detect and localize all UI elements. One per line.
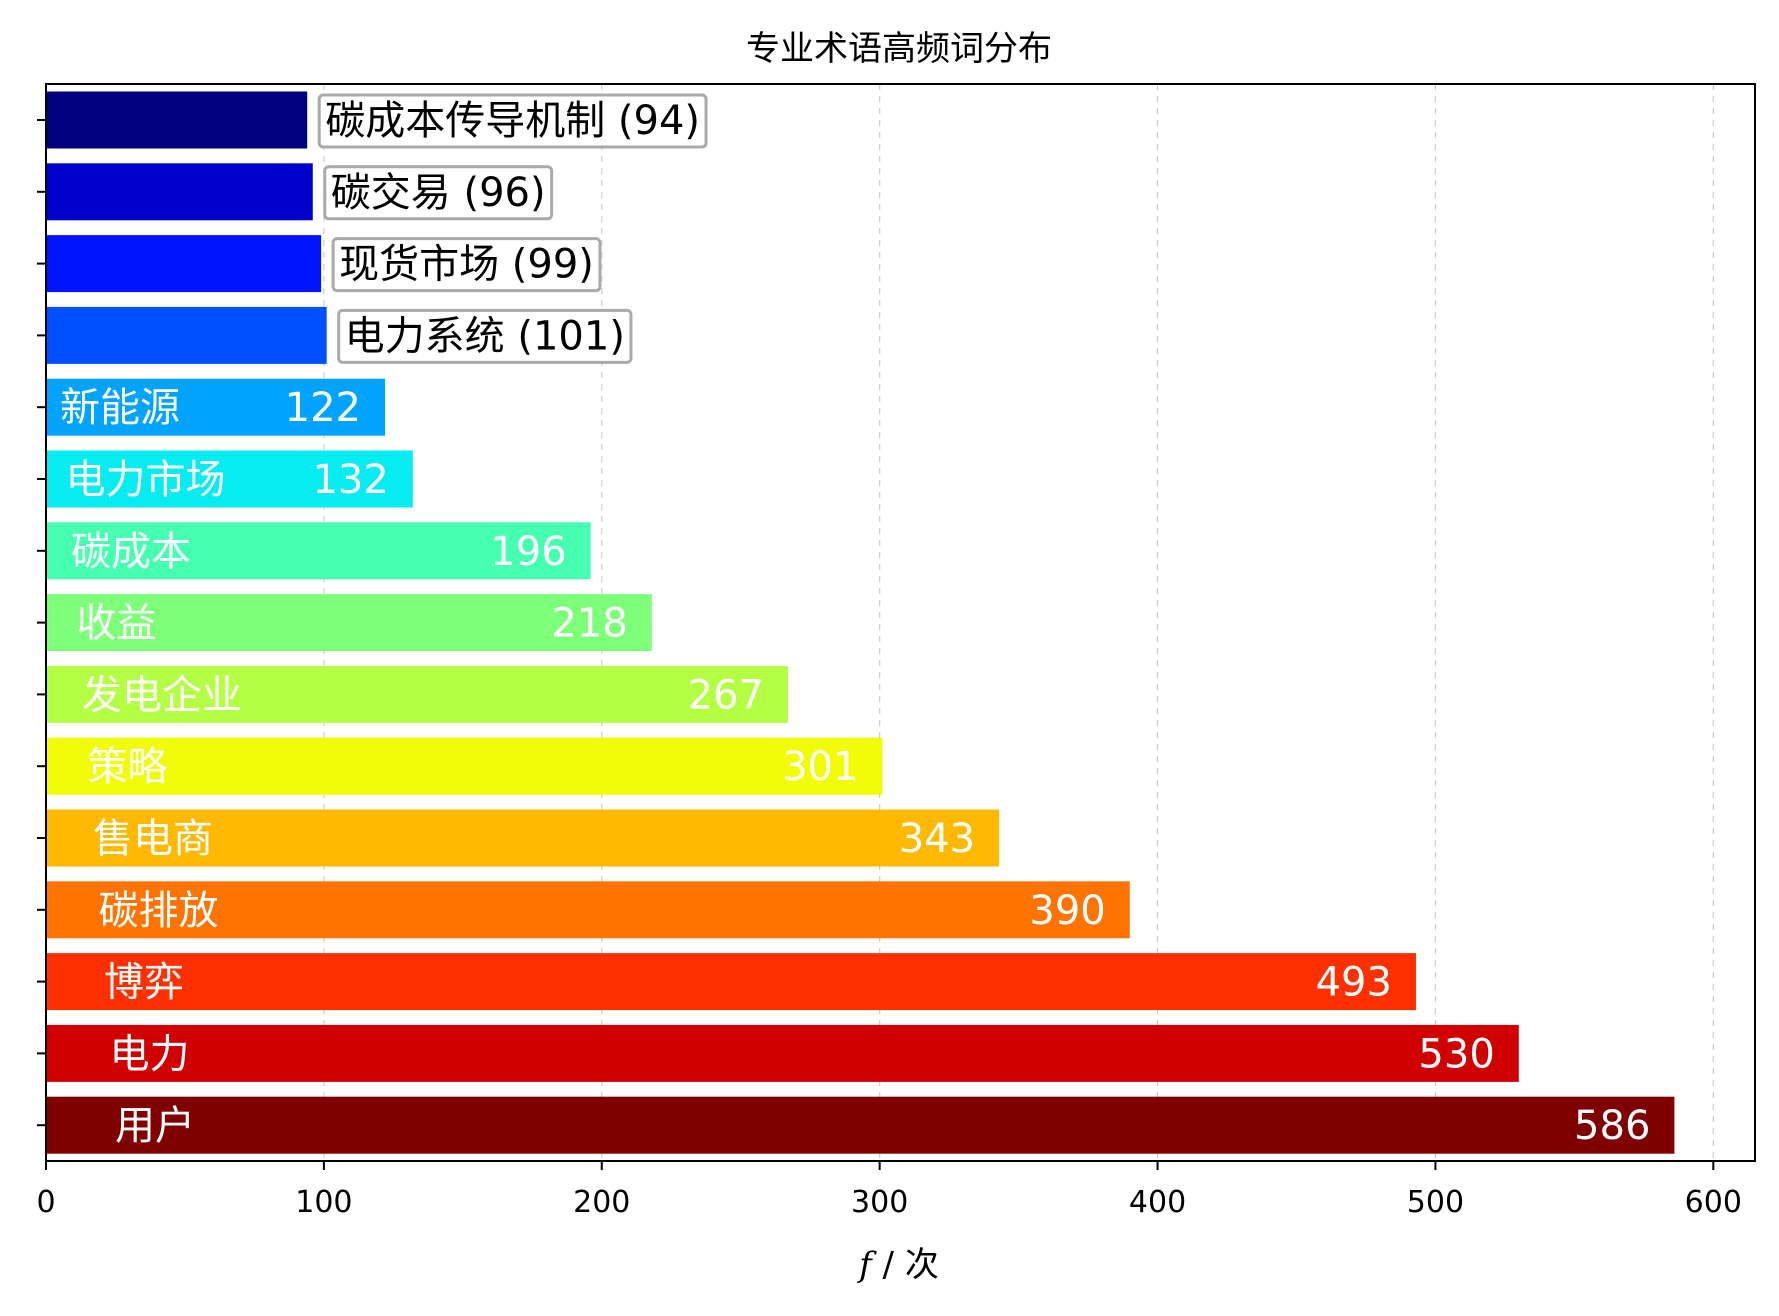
x-tick-label: 0 — [36, 1185, 55, 1220]
bar — [46, 1096, 1675, 1154]
axes: 0 100 200 300 400 500 600 — [36, 119, 1742, 1220]
bar — [46, 1024, 1519, 1082]
bar — [46, 378, 386, 436]
category-label: 售电商 — [93, 816, 213, 862]
bar — [46, 163, 313, 221]
bar — [46, 235, 322, 293]
bars — [46, 91, 1675, 1154]
value-label-box — [323, 165, 554, 221]
x-tick-label: 300 — [851, 1185, 908, 1220]
value-label: 122 — [285, 385, 361, 431]
value-label: 电力系统 (101) — [345, 313, 625, 359]
x-tick-label: 600 — [1685, 1185, 1742, 1220]
value-label: 530 — [1418, 1031, 1494, 1077]
value-label: 493 — [1316, 960, 1392, 1006]
value-label: 586 — [1574, 1103, 1650, 1149]
category-label: 策略 — [88, 744, 168, 790]
bar — [46, 953, 1416, 1011]
bar — [46, 306, 327, 364]
x-tick-label: 100 — [295, 1185, 352, 1220]
x-tick-label: 200 — [573, 1185, 630, 1220]
value-label: 267 — [688, 672, 764, 718]
category-label: 收益 — [77, 601, 157, 647]
value-label: 现货市场 (99) — [339, 242, 594, 288]
category-label: 用户 — [115, 1103, 195, 1149]
bar — [46, 522, 591, 580]
category-label: 碳成本 — [71, 529, 191, 575]
bar — [46, 450, 413, 508]
chart-title: 专业术语高频词分布 — [746, 29, 1052, 69]
category-label: 博弈 — [104, 960, 184, 1006]
bar — [46, 737, 883, 795]
value-label: 碳成本传导机制 (94) — [325, 98, 700, 144]
x-axis-label: f / 次 — [856, 1245, 939, 1285]
value-label-box — [331, 237, 602, 293]
value-label: 132 — [312, 457, 388, 503]
value-label: 碳交易 (96) — [331, 170, 546, 216]
value-label: 196 — [490, 529, 566, 575]
value-label: 390 — [1029, 888, 1105, 934]
x-tick-label: 500 — [1407, 1185, 1464, 1220]
bar-labels: 碳成本传导机制 (94) 碳交易 (96) 现货市场 (99) 电力系统 (101) 新… — [60, 93, 1650, 1149]
category-label: 发电企业 — [82, 672, 242, 718]
value-label-box — [337, 308, 633, 364]
value-label: 343 — [899, 816, 975, 862]
bar — [46, 665, 788, 723]
value-label-box — [317, 93, 708, 149]
value-label: 218 — [551, 601, 627, 647]
category-label: 碳排放 — [99, 888, 219, 934]
bar — [46, 809, 1000, 867]
bar — [46, 91, 308, 149]
category-label: 电力 — [110, 1031, 190, 1077]
value-label: 301 — [782, 744, 858, 790]
bar — [46, 594, 652, 652]
category-label: 新能源 — [60, 385, 180, 431]
category-label: 电力市场 — [66, 457, 226, 503]
x-tick-label: 400 — [1129, 1185, 1186, 1220]
bar — [46, 881, 1130, 939]
